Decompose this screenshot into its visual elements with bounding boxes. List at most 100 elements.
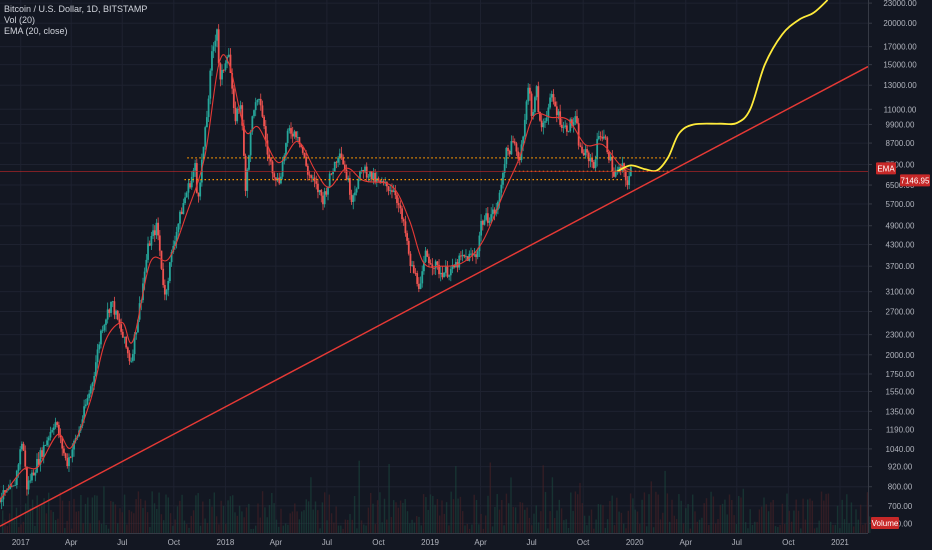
volume-bar: [13, 520, 15, 533]
candle-body: [168, 262, 171, 282]
volume-bar: [261, 491, 264, 533]
volume-bar: [264, 507, 266, 533]
volume-bar: [314, 501, 317, 533]
volume-bar: [761, 506, 763, 533]
volume-bar: [508, 503, 510, 533]
candle-body: [478, 235, 481, 252]
volume-bar: [669, 521, 671, 533]
volume-bar: [475, 499, 478, 533]
volume-bar: [597, 504, 600, 533]
volume-bar: [627, 510, 629, 533]
volume-bar: [416, 516, 418, 533]
candle-body: [243, 125, 245, 156]
ema-line[interactable]: [0, 54, 632, 501]
volume-bar: [703, 503, 705, 533]
volume-bar: [832, 524, 834, 533]
volume-bar: [505, 493, 508, 533]
candle-body: [285, 143, 287, 156]
volume-bar: [788, 510, 790, 533]
candle-body: [165, 290, 168, 295]
volume-bar: [616, 497, 618, 533]
volume-bar: [680, 500, 682, 533]
price-axis-label: 15000.00: [883, 61, 917, 70]
price-axis-label: 1190.00: [886, 426, 915, 435]
legend-volume[interactable]: Vol (20): [4, 15, 36, 25]
candle-body: [190, 176, 193, 188]
candle-body: [150, 235, 153, 246]
candle-body: [372, 172, 375, 180]
volume-bar: [650, 481, 652, 533]
volume-badge[interactable]: Volume: [872, 519, 899, 528]
volume-badge-bg: [871, 517, 899, 529]
price-axis-label: 1040.00: [886, 445, 915, 454]
candle-body: [597, 136, 600, 139]
volume-bar: [567, 527, 570, 533]
volume-bar: [229, 496, 232, 533]
candle-body: [232, 88, 235, 109]
candle-body: [298, 137, 301, 145]
volume-bar: [149, 527, 151, 533]
volume-bar: [43, 498, 45, 533]
candle-body: [288, 128, 291, 131]
volume-bar: [756, 521, 758, 533]
candle-body: [170, 252, 173, 263]
candle-body: [59, 435, 62, 438]
volume-bar: [172, 525, 174, 533]
volume-bar: [243, 517, 245, 533]
candle-body: [14, 485, 17, 486]
volume-bar: [655, 491, 657, 533]
volume-bar: [625, 528, 627, 533]
volume-bar: [551, 477, 554, 533]
legend-ema[interactable]: EMA (20, close): [4, 26, 68, 36]
volume-bar: [740, 497, 742, 533]
volume-bar: [351, 519, 353, 533]
candle-body: [264, 126, 267, 141]
legend-symbol[interactable]: Bitcoin / U.S. Dollar, 1D, BITSTAMP: [4, 4, 148, 14]
candle-body: [163, 285, 166, 295]
candle-body: [214, 40, 217, 47]
candle-body: [350, 194, 353, 203]
candle-body: [189, 183, 191, 188]
volume-bar: [450, 491, 452, 533]
volume-bar: [836, 505, 839, 533]
candle-body: [601, 136, 604, 139]
volume-bar: [52, 511, 54, 533]
candle-body: [111, 301, 114, 303]
candle-body: [145, 259, 148, 272]
candle-body: [387, 186, 390, 191]
candle-body: [261, 105, 264, 117]
volume-bar: [733, 515, 735, 533]
candle-body: [182, 203, 185, 215]
time-axis-label: Apr: [474, 538, 487, 547]
volume-bar: [342, 528, 344, 533]
volume-bar: [694, 511, 696, 533]
ema-badge[interactable]: EMA: [877, 164, 895, 173]
candle-body: [343, 164, 346, 170]
volume-bar: [222, 505, 225, 533]
price-axis-label: 7500.00: [886, 160, 915, 169]
volume-bar: [489, 462, 491, 533]
volume-bar: [754, 521, 756, 533]
support-trendline[interactable]: [0, 65, 869, 527]
candle-body: [217, 29, 220, 64]
candle-body: [249, 131, 252, 156]
volume-bar: [809, 498, 811, 533]
candle-body: [281, 161, 284, 177]
time-axis-label: Jul: [732, 538, 742, 547]
volume-bar: [186, 524, 188, 533]
volume-bar: [696, 521, 698, 533]
last-price-badge[interactable]: 7146.95: [901, 176, 930, 185]
candle-body: [409, 253, 412, 267]
volume-bar: [307, 501, 310, 533]
volume-bar: [811, 500, 813, 533]
candle-body: [7, 489, 10, 491]
volume-bar: [657, 494, 659, 533]
candle-body: [271, 161, 274, 174]
projection-line[interactable]: [616, 0, 829, 173]
candle-body: [451, 264, 454, 270]
volume-bar: [34, 525, 36, 533]
volume-bar: [528, 517, 531, 533]
volume-bar: [864, 523, 866, 533]
volume-bar: [855, 509, 857, 533]
